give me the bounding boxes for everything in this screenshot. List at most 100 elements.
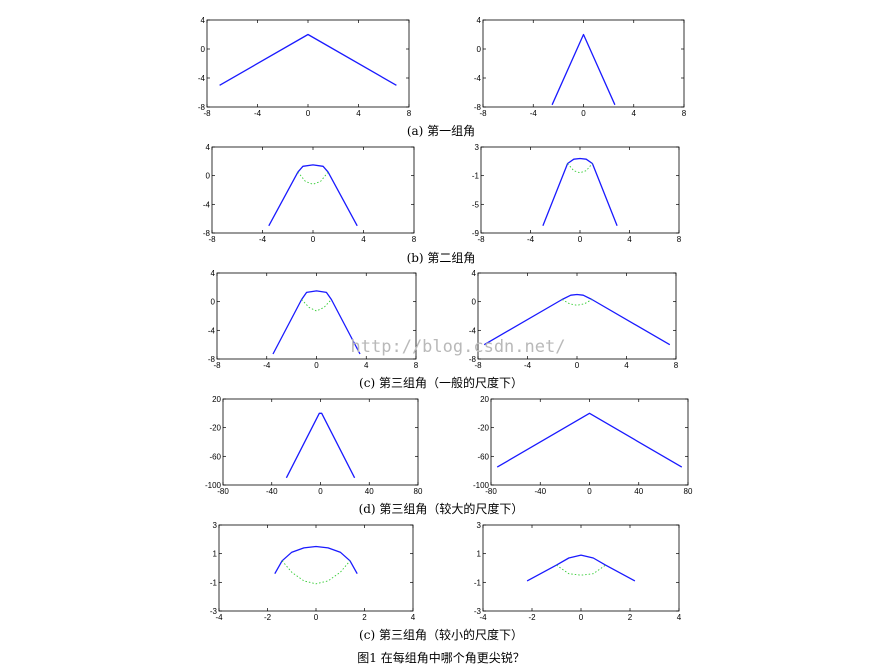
x-tick-label: 0 bbox=[314, 361, 319, 370]
x-tick-label: -80 bbox=[217, 487, 229, 496]
x-tick-label: 0 bbox=[578, 235, 583, 244]
y-tick-label: 0 bbox=[206, 172, 211, 181]
y-tick-label: -4 bbox=[474, 74, 482, 83]
plot-frame bbox=[222, 398, 419, 486]
x-tick-label: 0 bbox=[579, 613, 584, 622]
x-tick-label: -2 bbox=[264, 613, 272, 622]
angle-line-e-right bbox=[526, 554, 636, 582]
x-tick-label: 4 bbox=[627, 235, 632, 244]
x-tick-label: -4 bbox=[530, 109, 538, 118]
y-tick-label: 1 bbox=[477, 550, 482, 559]
x-tick-label: -4 bbox=[254, 109, 262, 118]
y-tick-label: -3 bbox=[210, 607, 218, 616]
x-tick-label: 80 bbox=[414, 487, 423, 496]
y-tick-label: -60 bbox=[209, 452, 221, 461]
plot-c-right: -8 -4 0 4 8 -8 -4 0 4 bbox=[469, 269, 679, 370]
dotted-curve-b-right bbox=[567, 163, 593, 174]
y-tick-label: -5 bbox=[472, 200, 480, 209]
plot-panels: -8 -4 0 4 8-8-404-8 -4 0 4 8-8-404-8 -4 0 4 8-8-404-… bbox=[198, 16, 693, 622]
y-tick-label: -4 bbox=[198, 74, 206, 83]
angle-line-a-right bbox=[551, 33, 616, 106]
x-tick-label: 4 bbox=[356, 109, 361, 118]
x-tick-label: -4 bbox=[527, 235, 535, 244]
plot-frame bbox=[482, 524, 680, 612]
y-tick-label: 0 bbox=[472, 298, 477, 307]
x-tick-label: 4 bbox=[361, 235, 366, 244]
dotted-curve-e-right bbox=[556, 564, 606, 576]
plot-a-right: -8 -4 0 4 8 -8 -4 0 4 bbox=[474, 16, 687, 118]
plot-b-right: -8 -4 0 4 8 -9 -5 -1 3 bbox=[472, 143, 682, 244]
x-tick-label: -80 bbox=[485, 487, 497, 496]
plot-e-right: -4 -2 0 2 4 -3 -1 1 3 bbox=[474, 521, 682, 622]
x-tick-label: 8 bbox=[677, 235, 682, 244]
plot-frame bbox=[490, 398, 689, 486]
x-tick-label: 4 bbox=[632, 109, 637, 118]
y-tick-label: 4 bbox=[477, 16, 482, 25]
x-tick-label: 8 bbox=[674, 361, 679, 370]
plot-frame bbox=[218, 524, 414, 612]
figure-caption: 图1 在每组角中哪个角更尖锐？ bbox=[357, 650, 524, 665]
x-tick-label: 2 bbox=[362, 613, 367, 622]
x-tick-label: 0 bbox=[311, 235, 316, 244]
y-tick-label: -8 bbox=[474, 103, 482, 112]
x-tick-label: 8 bbox=[682, 109, 687, 118]
panel-caption-d: (d) 第三组角（较大的尺度下） bbox=[359, 501, 524, 516]
y-tick-label: -100 bbox=[473, 481, 490, 490]
y-tick-label: -8 bbox=[198, 103, 206, 112]
x-tick-label: -8 bbox=[203, 109, 211, 118]
y-tick-label: -100 bbox=[205, 481, 222, 490]
x-tick-label: 0 bbox=[306, 109, 311, 118]
x-tick-label: -8 bbox=[479, 109, 487, 118]
x-tick-label: 0 bbox=[314, 613, 319, 622]
x-tick-label: 0 bbox=[318, 487, 323, 496]
y-tick-label: -4 bbox=[208, 326, 216, 335]
dotted-curve-b-left bbox=[297, 171, 329, 185]
y-tick-label: -4 bbox=[469, 326, 477, 335]
x-tick-label: -40 bbox=[266, 487, 278, 496]
x-tick-label: -4 bbox=[263, 361, 271, 370]
x-tick-label: 40 bbox=[365, 487, 374, 496]
plot-d-left: -80 -40 0 40 80 -100 -60 -20 20 bbox=[205, 395, 423, 496]
x-tick-label: 0 bbox=[581, 109, 586, 118]
y-tick-label: -9 bbox=[472, 229, 480, 238]
dotted-curve-c-left bbox=[301, 299, 332, 312]
y-tick-label: -20 bbox=[209, 424, 221, 433]
plot-a-left: -8 -4 0 4 8 -8 -4 0 4 bbox=[198, 16, 412, 118]
plot-c-left: -8 -4 0 4 8 -8 -4 0 4 bbox=[208, 269, 419, 370]
y-tick-label: -8 bbox=[469, 355, 477, 364]
y-tick-label: 20 bbox=[480, 395, 489, 404]
x-tick-label: -2 bbox=[528, 613, 536, 622]
angle-line-d-left bbox=[285, 412, 356, 479]
x-tick-label: -4 bbox=[479, 613, 487, 622]
angle-line-c-left bbox=[272, 290, 361, 355]
x-tick-label: 0 bbox=[575, 361, 580, 370]
panel-caption-e: (c) 第三组角（较小的尺度下） bbox=[359, 627, 523, 642]
x-tick-label: 2 bbox=[628, 613, 633, 622]
y-tick-label: 1 bbox=[213, 550, 218, 559]
angle-line-e-left bbox=[274, 545, 358, 575]
y-tick-label: -3 bbox=[474, 607, 482, 616]
angle-line-b-right bbox=[542, 157, 618, 227]
panel-caption-c: (c) 第三组角（一般的尺度下） bbox=[359, 375, 523, 390]
x-tick-label: 8 bbox=[414, 361, 419, 370]
x-tick-label: -8 bbox=[477, 235, 485, 244]
x-tick-label: -8 bbox=[474, 361, 482, 370]
plot-frame bbox=[211, 146, 415, 234]
y-tick-label: -8 bbox=[208, 355, 216, 364]
y-tick-label: -1 bbox=[474, 578, 482, 587]
x-tick-label: 80 bbox=[684, 487, 693, 496]
dotted-curve-c-right bbox=[561, 299, 593, 306]
plot-d-right: -80 -40 0 40 80 -100 -60 -20 20 bbox=[473, 395, 693, 496]
x-tick-label: -4 bbox=[215, 613, 223, 622]
plot-frame bbox=[482, 19, 685, 108]
angle-line-b-left bbox=[268, 164, 358, 227]
y-tick-label: 3 bbox=[475, 143, 480, 152]
y-tick-label: -60 bbox=[477, 452, 489, 461]
y-tick-label: -8 bbox=[203, 229, 211, 238]
y-tick-label: 0 bbox=[477, 45, 482, 54]
plot-frame bbox=[206, 19, 410, 108]
x-tick-label: 4 bbox=[364, 361, 369, 370]
x-tick-label: 40 bbox=[634, 487, 643, 496]
panel-caption-b: (b) 第二组角 bbox=[407, 251, 476, 265]
x-tick-label: 8 bbox=[407, 109, 412, 118]
